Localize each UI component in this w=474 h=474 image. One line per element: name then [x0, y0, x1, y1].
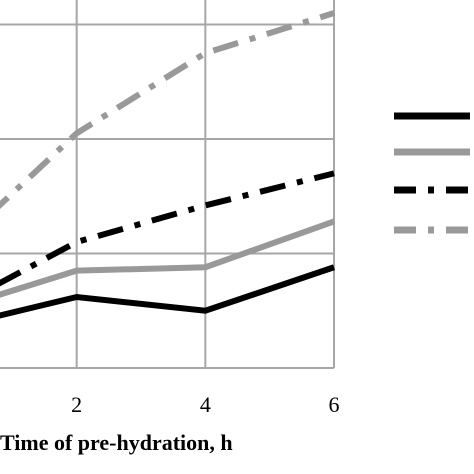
legend: [394, 112, 470, 234]
x-axis-title: Time of pre-hydration, h: [0, 430, 233, 455]
plot-grid: [0, 0, 335, 369]
series-line-4: [0, 10, 335, 210]
series-lines: [0, 10, 336, 319]
series-line-2: [0, 218, 336, 298]
x-tick-label: 6: [329, 392, 340, 417]
x-tick-label: 4: [200, 392, 211, 417]
x-tick-label: 2: [71, 392, 82, 417]
x-tick-labels: 2 4 6: [71, 392, 339, 417]
series-line-3: [0, 170, 335, 287]
series-line-1: [0, 264, 335, 319]
